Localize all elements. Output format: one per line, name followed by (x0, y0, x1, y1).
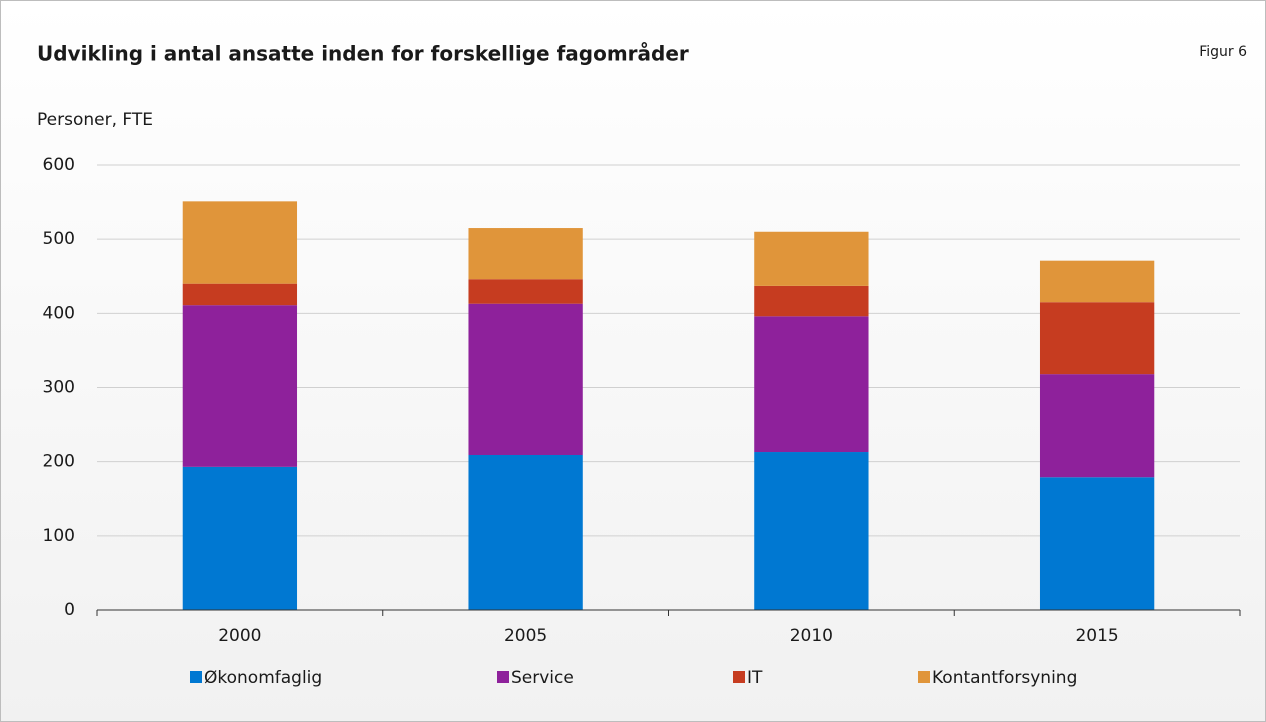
y-tick-label: 100 (43, 526, 75, 546)
x-tick-label: 2000 (218, 626, 261, 646)
chart-title: Udvikling i antal ansatte inden for fors… (37, 42, 689, 66)
bar-segment (182, 305, 298, 467)
legend-label: IT (747, 668, 763, 688)
legend-label: Service (511, 668, 574, 688)
bar-segment (468, 454, 583, 610)
bar-segment (1039, 260, 1155, 303)
bar-segment (1039, 302, 1155, 375)
bar-segment (468, 303, 583, 455)
legend-swatch (497, 671, 509, 683)
bar-segment (754, 316, 869, 453)
bar-segment (1039, 374, 1155, 478)
bar-segment (182, 283, 298, 306)
x-tick-label: 2005 (504, 626, 547, 646)
y-tick-label: 400 (43, 303, 75, 323)
bar-segment (182, 201, 298, 284)
y-tick-label: 500 (43, 229, 75, 249)
legend-swatch (190, 671, 202, 683)
y-tick-label: 600 (43, 155, 75, 175)
bar-segment (754, 452, 869, 610)
bar-segment (468, 279, 583, 304)
x-tick-label: 2015 (1075, 626, 1118, 646)
figure-label: Figur 6 (1199, 44, 1247, 60)
y-tick-label: 0 (64, 600, 75, 620)
y-tick-label: 200 (43, 452, 75, 472)
x-tick-label: 2010 (790, 626, 833, 646)
legend-label: Kontantforsyning (932, 668, 1077, 688)
legend-swatch (918, 671, 930, 683)
bar-segment (182, 466, 298, 610)
legend-swatch (733, 671, 745, 683)
bar-segment (1039, 477, 1155, 610)
y-axis-label: Personer, FTE (37, 110, 153, 130)
bar-segment (468, 228, 583, 280)
y-tick-label: 300 (43, 378, 75, 398)
legend-label: Økonomfaglig (204, 668, 322, 688)
bar-segment (754, 285, 869, 317)
bar-segment (754, 231, 869, 286)
